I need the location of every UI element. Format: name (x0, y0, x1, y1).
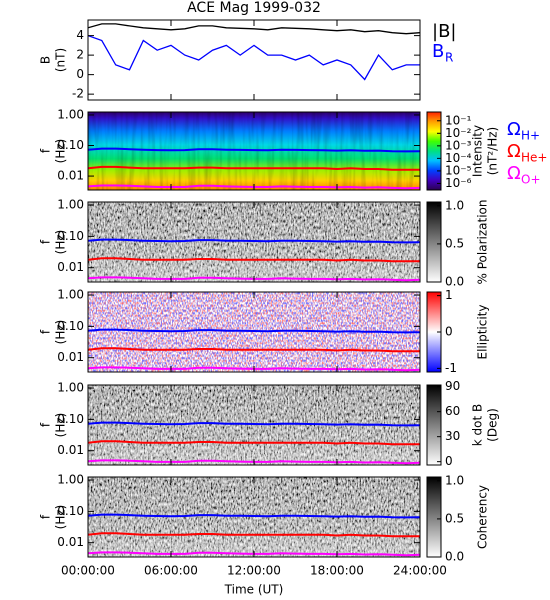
y-tick-label: 1.00 (57, 107, 84, 121)
colorbar-label: Ellipticity (476, 305, 490, 360)
plot-frame (87, 19, 421, 101)
y-tick-label: 0.01 (57, 169, 84, 183)
y-axis-label: (nT) (54, 48, 68, 72)
x-tick-label: 06:00:00 (144, 564, 198, 578)
y-axis-label: B (39, 56, 53, 64)
y-axis-label: (Hz) (54, 320, 68, 345)
panel (88, 292, 420, 372)
colorbar-label: k dot B (471, 404, 485, 446)
colorbar (426, 384, 442, 466)
y-tick-label: 0.01 (57, 443, 84, 457)
legend-subscript: R (445, 51, 453, 65)
colorbar-tick-label: 0.0 (445, 275, 464, 289)
y-axis-label: (Hz) (54, 230, 68, 255)
y-tick-label: 2 (76, 48, 84, 62)
legend-subscript: He+ (521, 151, 547, 165)
panel (88, 385, 420, 465)
colorbar-tick-label: 30 (445, 429, 460, 443)
y-axis-label: f (39, 329, 53, 334)
y-axis-label: (Hz) (54, 505, 68, 530)
series-line (88, 347, 420, 353)
y-tick-label: 0.01 (57, 350, 84, 364)
colorbar-tick-label: 0.5 (445, 236, 464, 250)
y-tick-label: 0.10 (57, 504, 84, 518)
series-line (88, 421, 420, 427)
panel (88, 202, 420, 282)
legend-label: Ω (507, 163, 521, 184)
colorbar-tick-label: 10⁻⁵ (445, 163, 472, 177)
colorbar-label: (nT²/Hz) (486, 127, 500, 175)
legend-subscript: O+ (521, 173, 541, 187)
y-axis-label: f (39, 148, 53, 153)
x-axis-label: Time (UT) (224, 583, 284, 597)
legend-subscript: H+ (521, 129, 540, 143)
panel (88, 477, 420, 557)
colorbar-tick-label: 0 (445, 325, 453, 339)
y-tick-label: 0.10 (57, 138, 84, 152)
y-tick-label: 0.01 (57, 260, 84, 274)
colorbar-tick-label: 1.0 (445, 198, 464, 212)
series-line (88, 238, 420, 244)
y-tick-label: 0.01 (57, 535, 84, 549)
series-line (88, 23, 420, 35)
y-axis-label: (Hz) (54, 139, 68, 164)
colorbar-label: % Polarization (476, 200, 490, 285)
colorbar-tick-label: 0.5 (445, 511, 464, 525)
colorbar (426, 111, 442, 191)
y-tick-label: 0.10 (57, 319, 84, 333)
colorbar-tick-label: 90 (445, 379, 460, 393)
series-line (88, 165, 420, 171)
series-line (88, 257, 420, 263)
y-tick-label: 1.00 (57, 198, 84, 212)
y-tick-label: 0.10 (57, 412, 84, 426)
series-line (88, 34, 420, 81)
colorbar-label: (Deg) (486, 408, 500, 442)
legend-label: Ω (507, 119, 521, 140)
colorbar-tick-label: 0 (445, 454, 453, 468)
colorbar (426, 201, 442, 283)
y-axis-label: (Hz) (54, 413, 68, 438)
series-line (88, 147, 420, 153)
legend-label: |B| (432, 21, 456, 42)
x-tick-label: 12:00:00 (227, 564, 281, 578)
panel (88, 112, 420, 190)
colorbar-tick-label: 10⁻⁴ (445, 151, 472, 165)
y-tick-label: -2 (72, 87, 84, 101)
colorbar-tick-label: 10⁻⁶ (445, 176, 472, 190)
y-tick-label: 1.00 (57, 473, 84, 487)
x-tick-label: 18:00:00 (310, 564, 364, 578)
colorbar-tick-label: 60 (445, 404, 460, 418)
colorbar-tick-label: 0.0 (445, 550, 464, 564)
y-axis-label: f (39, 422, 53, 427)
y-tick-label: 1.00 (57, 288, 84, 302)
colorbar-label: Coherency (476, 485, 490, 549)
y-tick-label: 0 (76, 67, 84, 81)
y-tick-label: 1.00 (57, 381, 84, 395)
y-tick-label: 0.10 (57, 229, 84, 243)
chart-title: ACE Mag 1999-032 (187, 0, 321, 16)
legend-label: Ω (507, 141, 521, 162)
colorbar (426, 476, 442, 558)
colorbar-tick-label: 10⁻¹ (445, 113, 472, 127)
colorbar-tick-label: 10⁻³ (445, 138, 472, 152)
series-line (88, 440, 420, 446)
series-line (88, 513, 420, 519)
x-tick-label: 00:00:00 (61, 564, 115, 578)
y-axis-label: f (39, 239, 53, 244)
legend-label: B (432, 41, 444, 62)
colorbar-label: Intensity (471, 125, 485, 177)
colorbar-tick-label: 1.0 (445, 473, 464, 487)
x-tick-label: 24:00:00 (393, 564, 447, 578)
series-line (88, 328, 420, 334)
colorbar-tick-label: 10⁻² (445, 126, 472, 140)
series-line (88, 532, 420, 538)
colorbar-tick-label: 1 (445, 288, 453, 302)
y-tick-label: 4 (76, 28, 84, 42)
colorbar-tick-label: -1 (445, 361, 457, 375)
panel (88, 23, 420, 81)
y-axis-label: f (39, 514, 53, 519)
